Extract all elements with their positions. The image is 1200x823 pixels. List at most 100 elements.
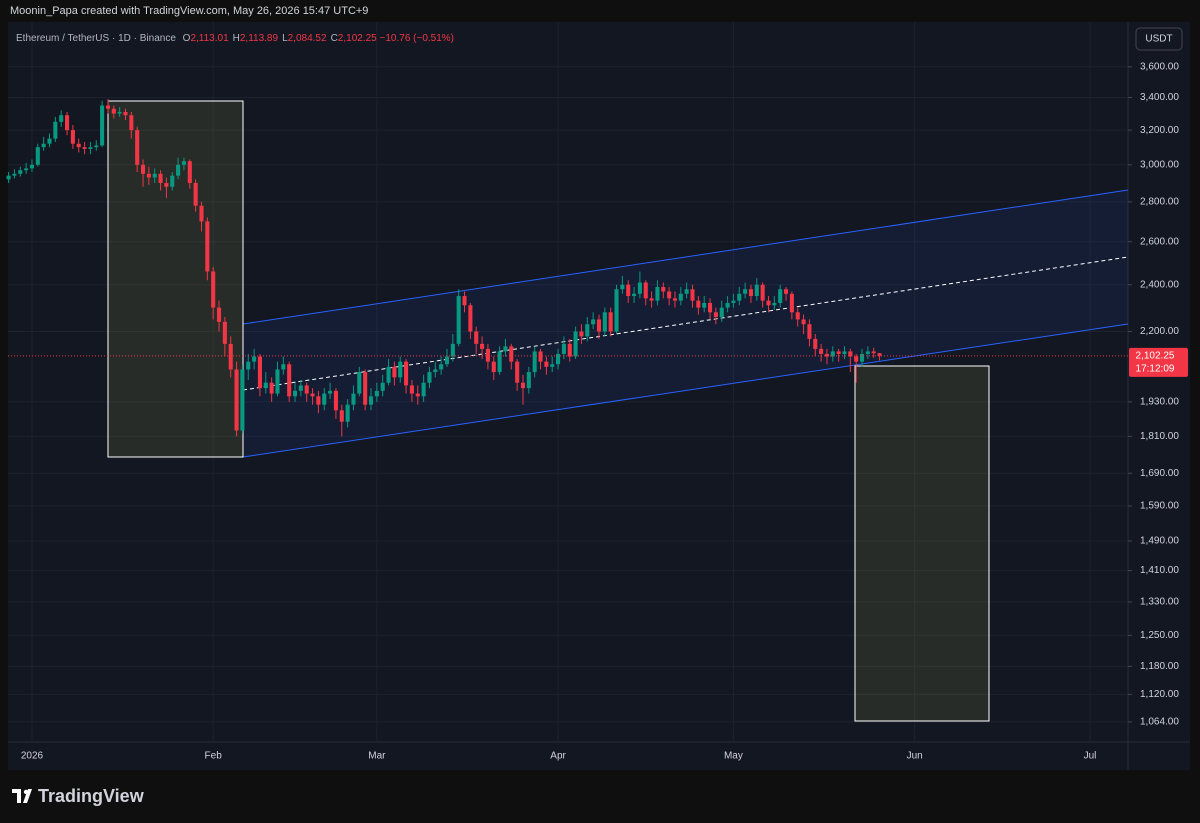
candle-body (310, 393, 315, 397)
candle-body (520, 382, 526, 389)
candle-body (661, 286, 666, 292)
candle-body (649, 298, 654, 301)
overlay: 2,102.25 17:12:09 (8, 347, 1188, 377)
candle-body (766, 300, 771, 306)
x-tick-label: May (724, 751, 743, 762)
x-tick-label: Apr (550, 751, 566, 762)
candle-body (409, 385, 414, 394)
candle-body (497, 351, 502, 373)
candle-body (702, 302, 707, 308)
candle-body (579, 331, 584, 337)
candle-body (754, 284, 759, 297)
candle-body (591, 319, 596, 325)
candle-body (211, 271, 216, 308)
y-tick-label: 1,930.00 (1140, 397, 1179, 408)
channel-fill (243, 190, 1128, 457)
candle-body (117, 111, 122, 114)
ohlc-legend: O2,113.01 H2,113.89 L2,084.52 C2,102.25 (183, 33, 377, 44)
y-tick-label: 1,250.00 (1140, 630, 1179, 641)
candle-body (100, 105, 105, 146)
candle-body (368, 396, 374, 405)
y-tick-label: 3,200.00 (1140, 125, 1179, 136)
ohlc-value: 2,102.25 (338, 33, 377, 44)
candle-body (152, 173, 157, 178)
candle-body (176, 164, 181, 176)
candle-body (105, 105, 111, 109)
symbol: Ethereum / TetherUS · 1D · Binance (16, 33, 176, 44)
currency-button[interactable] (1135, 27, 1183, 51)
ohlc-value: 2,113.89 (240, 33, 279, 44)
candle-body (328, 390, 333, 394)
x-tick-label: Feb (205, 751, 223, 762)
candle-body (824, 353, 830, 357)
candle-body (503, 346, 508, 352)
channel-lower (242, 323, 1129, 458)
candle-body (316, 396, 321, 405)
candle-body (532, 351, 537, 373)
candle-body (556, 353, 561, 365)
candle-body (281, 364, 286, 370)
candle-body (480, 343, 485, 349)
y-tick-label: 1,810.00 (1140, 431, 1179, 442)
candle-body (41, 143, 46, 148)
y-tick-label: 2,800.00 (1140, 197, 1179, 208)
candle-body (637, 282, 642, 294)
candle-body (643, 282, 648, 299)
candle-body (859, 353, 865, 362)
candle-body (392, 366, 397, 378)
last-price-box (1129, 347, 1188, 377)
grid (8, 22, 1128, 742)
candle-body (29, 164, 35, 169)
candle-body (789, 293, 794, 313)
candle-body (690, 289, 695, 301)
candle-body (345, 404, 350, 422)
candle-body (333, 390, 338, 411)
candle-body (783, 289, 789, 294)
x-tick-label: Mar (368, 751, 386, 762)
candle-body (304, 385, 309, 394)
candle-body (76, 143, 81, 148)
y-tick-label: 1,120.00 (1140, 689, 1179, 700)
candle-body (357, 372, 362, 394)
candle-body (439, 364, 444, 370)
currency[interactable]: USDT (1145, 34, 1172, 45)
candle-body (404, 361, 409, 386)
candle-body (287, 364, 292, 397)
candle-body (94, 145, 99, 148)
box-drawing (107, 100, 244, 458)
y-tick-label: 1,490.00 (1140, 536, 1179, 547)
candle-body (737, 293, 742, 301)
candle-body (146, 173, 151, 178)
candle-body (854, 356, 859, 362)
x-tick-label: Jul (1084, 751, 1097, 762)
candle-body (602, 312, 607, 332)
candle-body (18, 170, 23, 174)
ohlc-value: 2,084.52 (288, 33, 327, 44)
x-tick-label: 2026 (21, 751, 44, 762)
candle-body (158, 173, 163, 184)
candle-body (813, 338, 818, 349)
candle-body (421, 382, 426, 397)
candle-body (111, 108, 116, 114)
candle-body (140, 164, 146, 174)
candle-body (573, 331, 578, 357)
candle-body (164, 183, 169, 187)
candle-body (515, 361, 520, 383)
candle-body (363, 372, 368, 405)
candle-body (415, 393, 420, 397)
candle-body (216, 307, 222, 322)
candle-body (760, 284, 765, 301)
candle-body (585, 324, 590, 337)
ohlc-key: H (233, 33, 240, 44)
candle-body (380, 382, 385, 391)
candle-body (474, 331, 479, 344)
candle-body (836, 351, 841, 354)
candle-body (871, 351, 876, 354)
candle-body (24, 168, 29, 171)
candle-body (807, 324, 812, 339)
candle-body (193, 183, 198, 206)
candle-body (12, 173, 17, 176)
candle-body (462, 296, 467, 306)
candle-body (6, 175, 11, 180)
ohlc-key: C (331, 33, 338, 44)
